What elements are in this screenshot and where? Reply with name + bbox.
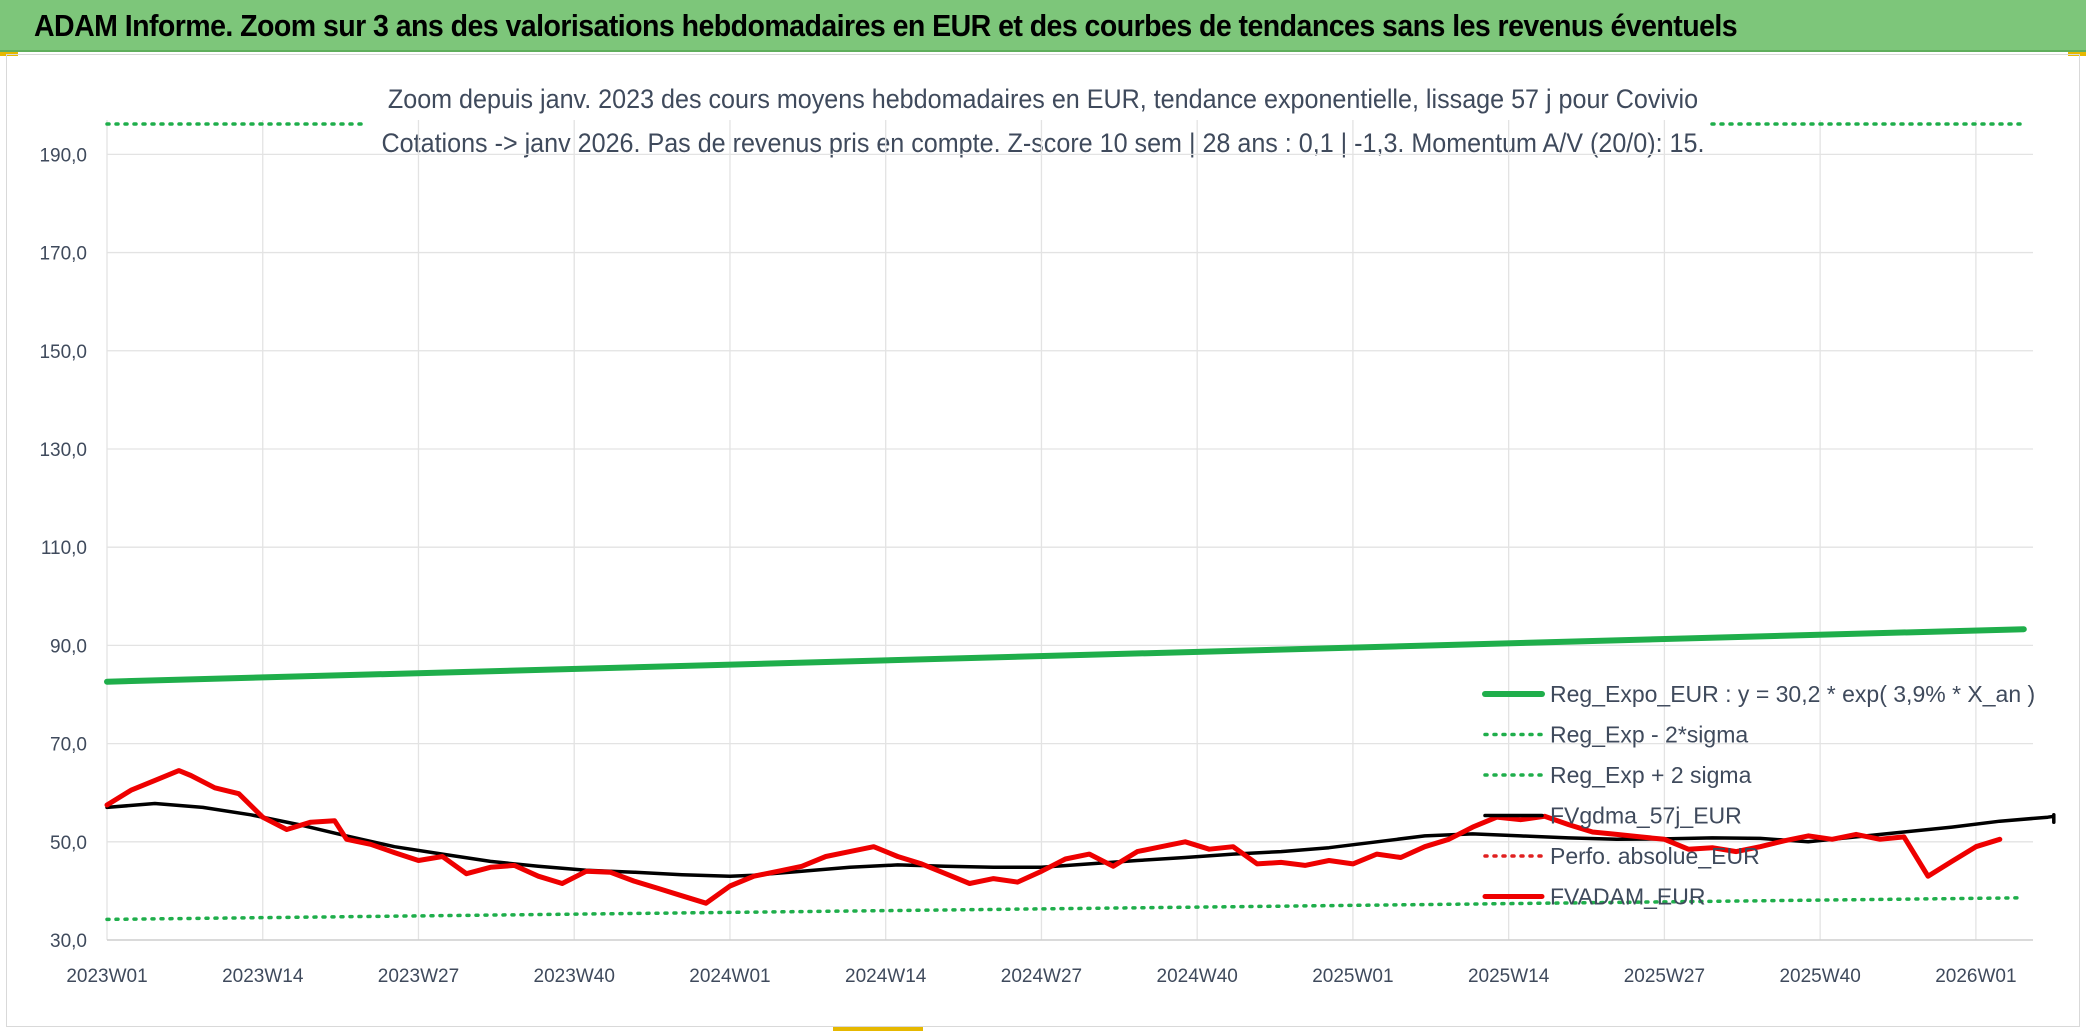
legend-entry: FVgdma_57j_EUR <box>1550 803 1742 829</box>
legend-entry: FVADAM_EUR <box>1550 884 1706 910</box>
x-tick-label: 2024W01 <box>689 966 770 987</box>
x-tick-label: 2025W14 <box>1468 966 1550 987</box>
legend-entry: Reg_Expo_EUR : y = 30,2 * exp( 3,9% * X_… <box>1550 681 2035 707</box>
y-axis-ticks: 30,0 50,0 70,0 90,0 110,0 130,0 150,0 170,0 190,… <box>39 145 87 952</box>
y-tick-label: 130,0 <box>39 440 87 461</box>
x-tick-label: 2025W27 <box>1624 966 1705 987</box>
x-axis-ticks: 2023W01 2023W14 2023W27 2023W40 2024W01 2024W… <box>66 966 2016 987</box>
report-header: ADAM Informe. Zoom sur 3 ans des valoris… <box>0 0 2086 52</box>
x-tick-label: 2025W01 <box>1312 966 1393 987</box>
legend-entry: Reg_Exp - 2*sigma <box>1550 722 1748 748</box>
x-tick-label: 2024W27 <box>1001 966 1082 987</box>
bottom-accent <box>833 1027 923 1031</box>
x-tick-label: 2023W27 <box>378 966 459 987</box>
y-tick-label: 50,0 <box>50 833 87 854</box>
y-tick-label: 90,0 <box>50 636 87 657</box>
grid <box>106 120 2033 941</box>
y-tick-label: 70,0 <box>50 735 87 756</box>
legend: Reg_Expo_EUR : y = 30,2 * exp( 3,9% * X_… <box>1482 681 2035 910</box>
chart-frame <box>6 54 2080 1027</box>
y-tick-label: 190,0 <box>39 145 87 166</box>
legend-entry: Reg_Exp + 2 sigma <box>1550 762 1752 788</box>
x-tick-label: 2024W14 <box>845 966 927 987</box>
x-tick-label: 2025W40 <box>1779 966 1860 987</box>
y-tick-label: 110,0 <box>41 538 87 559</box>
chart-title-line2: Cotations -> janv 2026. Pas de revenus p… <box>381 128 1705 158</box>
x-tick-label: 2026W01 <box>1935 966 2016 987</box>
series-line-5 <box>104 768 2003 906</box>
series-line-3 <box>105 801 2056 878</box>
chart-title-line1: Zoom depuis janv. 2023 des cours moyens … <box>387 84 1699 114</box>
legend-entry: Perfo. absolue_EUR <box>1550 843 1760 869</box>
series-line-1 <box>105 896 2026 922</box>
x-tick-label: 2023W40 <box>534 966 615 987</box>
series-line-0 <box>104 626 2027 685</box>
y-tick-label: 170,0 <box>39 244 87 265</box>
report-title: ADAM Informe. Zoom sur 3 ans des valoris… <box>34 8 1738 43</box>
series-layer <box>104 122 2056 922</box>
y-tick-label: 30,0 <box>50 931 87 952</box>
x-tick-label: 2023W01 <box>66 966 147 987</box>
x-tick-label: 2024W40 <box>1157 966 1238 987</box>
y-tick-label: 150,0 <box>39 342 87 363</box>
x-tick-label: 2023W14 <box>222 966 304 987</box>
